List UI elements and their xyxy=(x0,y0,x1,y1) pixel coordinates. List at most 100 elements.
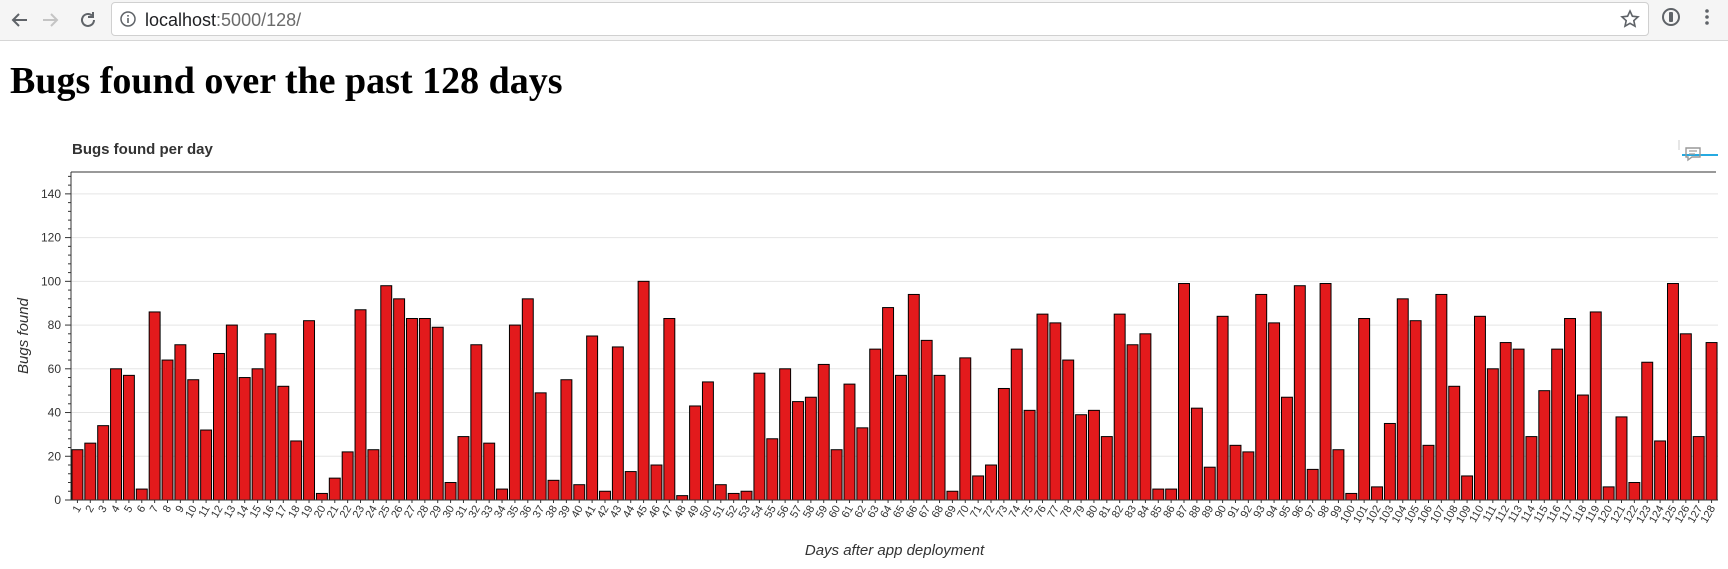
bar[interactable] xyxy=(1538,390,1551,501)
bar[interactable] xyxy=(457,436,470,501)
bar[interactable] xyxy=(714,484,727,501)
bar[interactable] xyxy=(483,442,496,501)
bar[interactable] xyxy=(264,333,277,501)
bar[interactable] xyxy=(71,449,84,501)
bar[interactable] xyxy=(1551,348,1564,501)
forward-button[interactable] xyxy=(35,5,65,35)
bar[interactable] xyxy=(1679,333,1692,501)
bar[interactable] xyxy=(1641,361,1654,501)
bar[interactable] xyxy=(894,374,907,501)
bar[interactable] xyxy=(1461,475,1474,501)
bar[interactable] xyxy=(830,449,843,501)
bar[interactable] xyxy=(766,438,779,501)
bar[interactable] xyxy=(277,385,290,501)
bar[interactable] xyxy=(496,488,509,501)
bar[interactable] xyxy=(1358,318,1371,501)
bar[interactable] xyxy=(1139,333,1152,501)
bar[interactable] xyxy=(1023,409,1036,501)
bar[interactable] xyxy=(354,309,367,501)
bar[interactable] xyxy=(1692,436,1705,501)
bar[interactable] xyxy=(1589,311,1602,501)
address-bar[interactable]: localhost:5000/128/ xyxy=(111,2,1649,36)
bar[interactable] xyxy=(972,475,985,501)
info-icon[interactable] xyxy=(120,11,136,27)
bar[interactable] xyxy=(753,372,766,501)
back-button[interactable] xyxy=(5,5,35,35)
bar[interactable] xyxy=(946,490,959,501)
bar[interactable] xyxy=(1345,492,1358,501)
bar[interactable] xyxy=(1242,451,1255,501)
bar[interactable] xyxy=(779,368,792,501)
bar[interactable] xyxy=(1280,396,1293,501)
bar[interactable] xyxy=(843,383,856,501)
bar[interactable] xyxy=(380,285,393,501)
bar[interactable] xyxy=(1229,444,1242,501)
bar[interactable] xyxy=(663,318,676,501)
bar[interactable] xyxy=(521,298,534,501)
bar[interactable] xyxy=(1190,407,1203,501)
bar[interactable] xyxy=(1615,416,1628,501)
bar[interactable] xyxy=(315,492,328,501)
bar[interactable] xyxy=(586,335,599,501)
bar[interactable] xyxy=(1062,359,1075,501)
bar[interactable] xyxy=(1525,436,1538,501)
bar[interactable] xyxy=(1628,482,1641,501)
bar[interactable] xyxy=(303,320,316,501)
bar[interactable] xyxy=(1383,422,1396,501)
bar[interactable] xyxy=(869,348,882,501)
bar[interactable] xyxy=(122,374,135,501)
menu-icon[interactable] xyxy=(1697,7,1717,27)
bar[interactable] xyxy=(534,392,547,501)
bar[interactable] xyxy=(650,464,663,501)
bar[interactable] xyxy=(1126,344,1139,501)
bar[interactable] xyxy=(1705,342,1718,501)
bar[interactable] xyxy=(290,440,303,501)
bar[interactable] xyxy=(1576,394,1589,501)
bar[interactable] xyxy=(1422,444,1435,501)
bar[interactable] xyxy=(882,307,895,501)
bar[interactable] xyxy=(1564,318,1577,501)
bar[interactable] xyxy=(933,374,946,501)
bar[interactable] xyxy=(1203,466,1216,501)
bar[interactable] xyxy=(1602,486,1615,501)
hover-tool-icon[interactable] xyxy=(1684,146,1702,162)
bar[interactable] xyxy=(225,324,238,501)
bar[interactable] xyxy=(148,311,161,501)
bar[interactable] xyxy=(1319,283,1332,501)
bar[interactable] xyxy=(508,324,521,501)
bar[interactable] xyxy=(406,318,418,501)
bar[interactable] xyxy=(1435,293,1448,501)
bar[interactable] xyxy=(1512,348,1525,501)
extension-icon[interactable] xyxy=(1661,7,1681,27)
bar[interactable] xyxy=(701,381,714,501)
bar[interactable] xyxy=(907,293,920,501)
bar[interactable] xyxy=(573,484,586,501)
bar[interactable] xyxy=(727,492,740,501)
bar[interactable] xyxy=(444,482,457,501)
bar[interactable] xyxy=(676,495,689,501)
bar[interactable] xyxy=(637,280,650,501)
bar[interactable] xyxy=(1473,315,1486,501)
bar[interactable] xyxy=(187,379,200,501)
bar[interactable] xyxy=(1049,322,1062,501)
bar[interactable] xyxy=(1409,320,1422,501)
bar[interactable] xyxy=(1654,440,1667,501)
bar[interactable] xyxy=(200,429,213,501)
bar[interactable] xyxy=(1216,315,1229,501)
bar[interactable] xyxy=(135,488,148,501)
bar[interactable] xyxy=(997,387,1010,501)
bar[interactable] xyxy=(1371,486,1383,501)
bar[interactable] xyxy=(161,359,174,501)
bar[interactable] xyxy=(418,318,431,501)
star-icon[interactable] xyxy=(1620,9,1640,29)
bar[interactable] xyxy=(1010,348,1023,501)
bar[interactable] xyxy=(1293,285,1306,501)
bar[interactable] xyxy=(1268,322,1281,501)
bar[interactable] xyxy=(1113,313,1126,501)
bar[interactable] xyxy=(470,344,483,501)
bar[interactable] xyxy=(599,490,611,501)
bar[interactable] xyxy=(1306,468,1319,501)
bar[interactable] xyxy=(251,368,264,501)
bar[interactable] xyxy=(238,377,251,501)
bar[interactable] xyxy=(1448,385,1461,501)
